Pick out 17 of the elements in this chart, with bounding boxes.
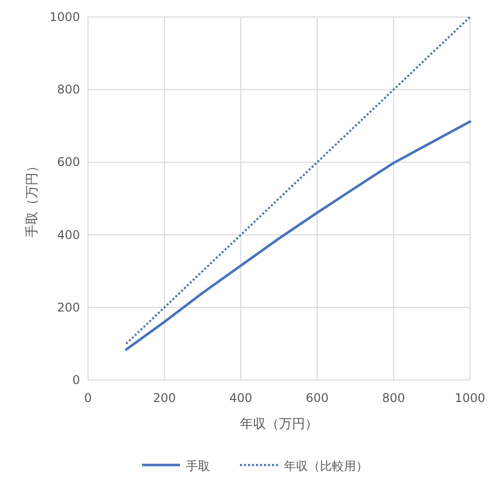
y-tick-label: 0	[72, 373, 80, 387]
y-axis-title: 手取（万円）	[25, 160, 40, 238]
x-tick-label: 600	[306, 391, 329, 405]
y-tick-label: 800	[57, 82, 80, 97]
legend-label: 年収（比較用）	[284, 459, 368, 473]
y-tick-label: 1000	[49, 10, 80, 24]
line-series	[124, 120, 472, 351]
legend-label: 手取	[186, 459, 210, 473]
y-tick-label: 400	[57, 228, 80, 242]
x-axis-title: 年収（万円）	[240, 417, 318, 432]
x-tick-label: 200	[152, 391, 176, 405]
x-tick-label: 1000	[454, 391, 486, 405]
x-tick-label: 800	[382, 391, 406, 405]
x-tick-label: 400	[229, 391, 252, 405]
x-tick-label: 0	[84, 391, 92, 405]
y-tick-label: 200	[57, 300, 80, 314]
y-tick-label: 600	[57, 155, 80, 170]
